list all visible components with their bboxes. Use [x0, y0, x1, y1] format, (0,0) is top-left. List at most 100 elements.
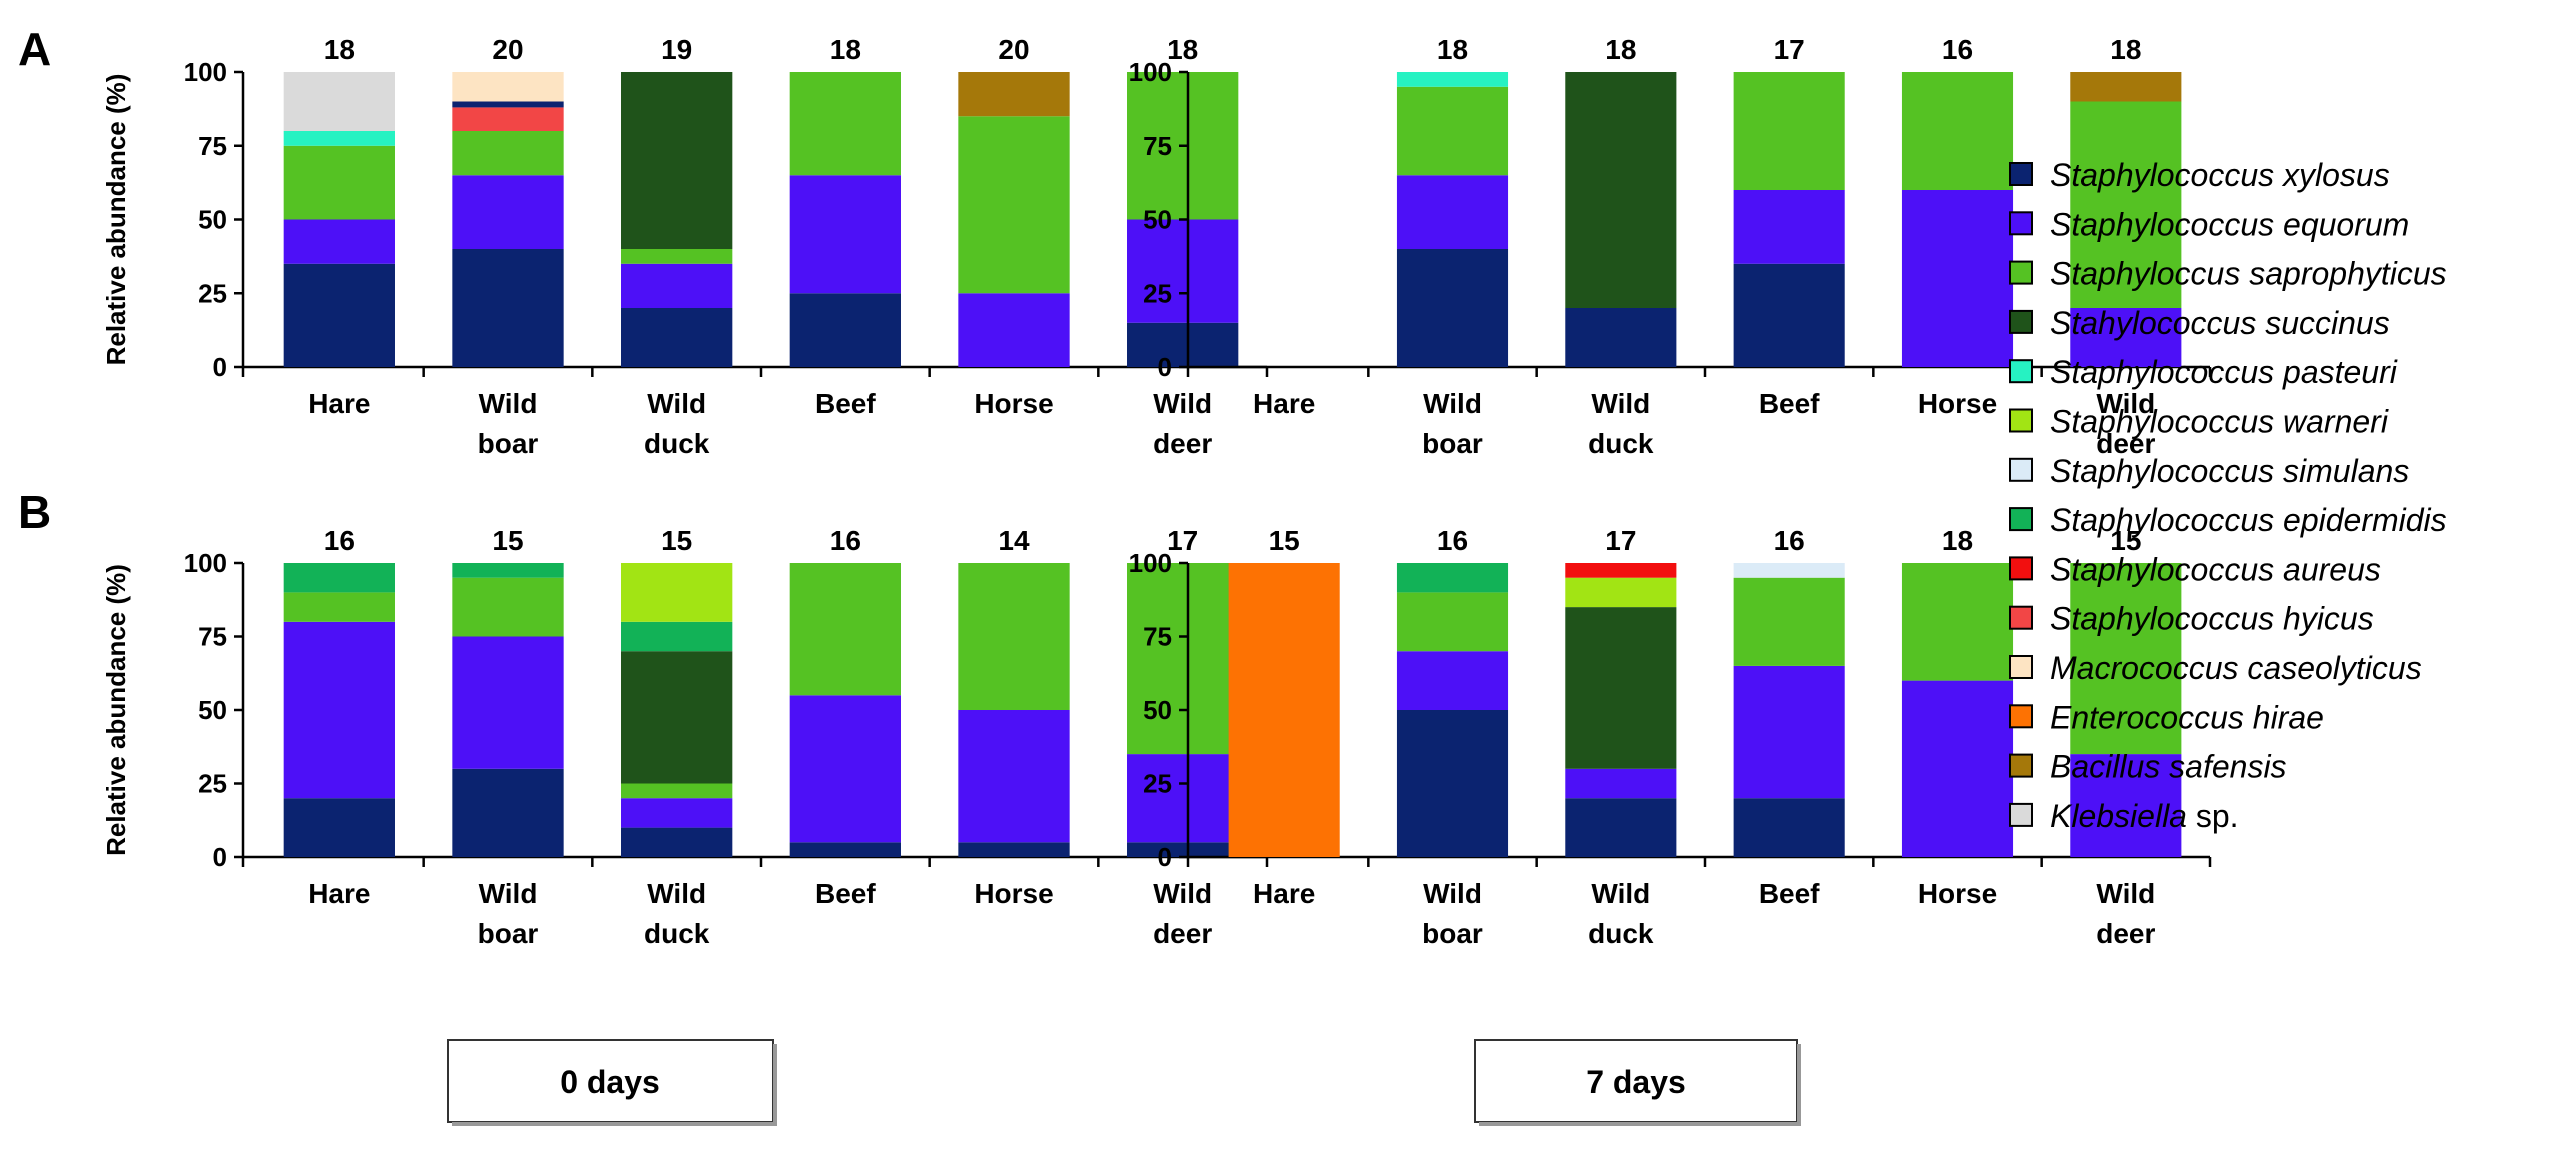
x-tick-label: Horse — [1918, 388, 1997, 419]
bar-segment-saprophyticus — [1901, 563, 2014, 681]
legend-label: Macrococcus caseolyticus — [2050, 650, 2422, 686]
legend-label-text: Klebsiella — [2050, 798, 2187, 834]
bar-segment-simulans — [1733, 563, 1845, 578]
bar-segment-xylosus — [1396, 710, 1509, 857]
bar-segment-equorum — [1396, 651, 1509, 710]
bar-segment-saprophyticus — [2070, 101, 2182, 308]
bar-segment-xylosus — [283, 798, 395, 857]
bar-segment-equorum — [1901, 190, 2014, 367]
day-box-7-frame — [1474, 1039, 1798, 1123]
y-tick-label: 50 — [1143, 205, 1172, 235]
bar-segment-warneri — [1565, 577, 1677, 608]
bar-segment-xylosus — [1733, 263, 1845, 367]
bar-segment-epidermidis — [621, 621, 733, 652]
y-tick-label: 75 — [1143, 622, 1172, 652]
x-tick-label: Hare — [1253, 388, 1315, 419]
legend-label-text: Staphylococcus epidermidis — [2050, 502, 2447, 538]
legend-item-saprophyticus: Staphyloccus saprophyticus — [2009, 256, 2447, 292]
legend-swatch — [2009, 162, 2033, 186]
bar-segment-equorum — [283, 621, 395, 799]
legend-label: Staphylococcus pasteuri — [2050, 354, 2398, 390]
legend-label: Enterococcus hirae — [2050, 699, 2324, 735]
x-tick-label: Wild boar — [478, 388, 539, 459]
legend-item-epidermidis: Staphylococcus epidermidis — [2009, 502, 2447, 538]
bar-segment-equorum — [1127, 219, 1239, 323]
bar-count-label: 16 — [1774, 525, 1805, 556]
y-tick-label: 0 — [213, 352, 227, 382]
x-tick-label: Horse — [1918, 878, 1997, 909]
day-box-0: 0 days — [447, 1039, 777, 1126]
bar-segment-pasteuri — [1396, 72, 1509, 87]
x-tick-label: Beef — [815, 878, 876, 909]
y-tick-label: 75 — [198, 131, 227, 161]
bar-segment-saprophyticus — [283, 145, 395, 220]
legend-label-text: Staphylococcus pasteuri — [2050, 354, 2398, 390]
legend-label: Staphylococcus hyicus — [2050, 601, 2374, 637]
bar-segment-saprophyticus — [1396, 592, 1509, 652]
bar-count-label: 17 — [1774, 34, 1805, 65]
legend-label-text: Staphylococcus equorum — [2050, 206, 2409, 242]
bar-segment-safensis — [958, 72, 1070, 117]
legend-label-text: Staphylococcus aureus — [2050, 551, 2381, 587]
legend-item-caseolyticus: Macrococcus caseolyticus — [2009, 650, 2422, 686]
bar-segment-epidermidis — [452, 563, 564, 578]
y-tick-label: 25 — [1143, 278, 1172, 308]
bar-count-label: 20 — [492, 34, 523, 65]
bar-segment-xylosus — [621, 827, 733, 857]
legend-label: Staphylococcus simulans — [2050, 453, 2409, 489]
bar-segment-saprophyticus — [283, 592, 395, 622]
y-tick-label: 25 — [1143, 769, 1172, 799]
bar-count-label: 16 — [1437, 525, 1468, 556]
legend-swatch — [2009, 260, 2033, 285]
y-axis-label: Relative abundance (%) — [101, 74, 131, 366]
legend-label-text: Staphylococcus hyicus — [2050, 601, 2374, 637]
y-tick-label: 100 — [1129, 548, 1172, 578]
x-tick-label: Wild duck — [1588, 388, 1654, 459]
legend-swatch — [2009, 507, 2033, 532]
y-tick-label: 0 — [213, 842, 227, 872]
legend: Staphylococcus xylosus Staphylococcus equ… — [2009, 157, 2447, 834]
bar-segment-saprophyticus — [1733, 577, 1845, 666]
x-tick-label: Wild boar — [478, 878, 539, 949]
bar-count-label: 19 — [661, 34, 692, 65]
legend-label: Staphylococcus warneri — [2050, 404, 2389, 440]
bar-segment-succinus — [1565, 72, 1677, 308]
bar-segment-equorum — [452, 636, 564, 769]
bar-segment-saprophyticus — [789, 72, 901, 176]
bar-segment-xylosus — [621, 308, 733, 367]
y-tick-label: 25 — [198, 769, 227, 799]
bar-segment-equorum — [789, 695, 901, 843]
bar-segment-saprophyticus — [1901, 72, 2014, 190]
day-box-0-shadow-bottom — [452, 1122, 777, 1126]
y-tick-label: 50 — [1143, 695, 1172, 725]
x-tick-label: Wild duck — [1588, 878, 1654, 949]
chart-B-0days: 0 25 50 75 100 Relative abundance (%) 16 Hare 15… — [101, 525, 1269, 949]
bar-count-label: 18 — [1942, 525, 1973, 556]
bar-count-label: 14 — [998, 525, 1030, 556]
bar-segment-saprophyticus — [621, 783, 733, 799]
bar-segment-equorum — [621, 798, 733, 828]
legend-label-text: Bacillus safensis — [2050, 749, 2287, 785]
bar-segment-equorum — [1733, 665, 1845, 799]
legend-label: Staphylococcus equorum — [2050, 206, 2409, 242]
bar-count-label: 20 — [998, 34, 1029, 65]
bar-segment-xylosus — [283, 263, 395, 367]
bar-segment-xylosus — [958, 842, 1070, 857]
legend-swatch — [2009, 359, 2033, 384]
legend-item-pasteuri: Staphylococcus pasteuri — [2009, 354, 2398, 390]
chart-A-7days: 0 25 50 75 100 Hare 18 Wild boar 18 Wild duck 17 Beef… — [1129, 34, 2212, 459]
bar-count-label: 18 — [1167, 34, 1198, 65]
bar-count-label: 15 — [492, 525, 523, 556]
x-tick-label: Wild deer — [2096, 878, 2155, 949]
legend-swatch — [2009, 655, 2033, 679]
day-box-7: 7 days — [1474, 1039, 1801, 1126]
y-tick-label: 25 — [198, 278, 227, 308]
legend-label-text: Stahylococcus succinus — [2050, 305, 2390, 341]
legend-item-safensis: Bacillus safensis — [2009, 749, 2287, 785]
chart-B-7days: 0 25 50 75 100 15 Hare 16 Wild boar 17 Wild duck 16 Be… — [1129, 525, 2212, 949]
y-tick-label: 75 — [1143, 131, 1172, 161]
legend-label: Staphylococcus xylosus — [2050, 157, 2390, 193]
bar-segment-equorum — [452, 175, 564, 249]
day-box-7-shadow-bottom — [1479, 1122, 1801, 1126]
legend-item-succinus: Stahylococcus succinus — [2009, 305, 2390, 341]
